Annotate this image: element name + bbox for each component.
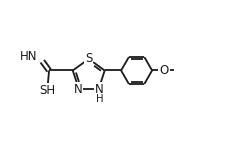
Text: N: N [95, 83, 104, 96]
Text: O: O [159, 64, 168, 77]
Text: S: S [85, 52, 92, 65]
Text: SH: SH [39, 84, 55, 97]
Text: N: N [73, 83, 82, 96]
Text: H: H [96, 94, 103, 104]
Text: HN: HN [20, 50, 37, 63]
